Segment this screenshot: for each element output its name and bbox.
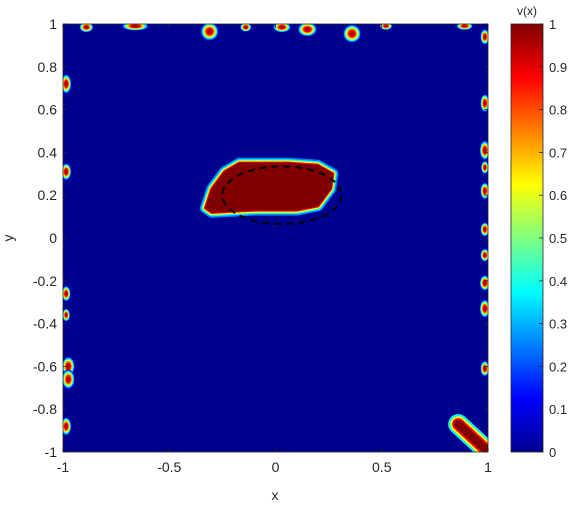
y-tick-label: -0.4 [33,316,57,332]
y-tick-label: -0.6 [33,358,57,374]
colorbar-tick-label: 0.1 [549,402,567,417]
y-tick-label: 0.6 [38,102,58,118]
edge-blob [297,24,318,37]
edge-blob [480,248,488,262]
edge-blob [272,24,292,33]
colorbar-tick-label: 0.5 [549,231,567,246]
y-tick-label: 1 [49,16,57,32]
colorbar [510,23,544,453]
edge-blob [63,285,71,302]
edge-blob [63,368,76,390]
x-axis-label: x [272,487,279,503]
colorbar-tick-label: 0.9 [549,60,567,75]
y-tick-label: 0 [49,230,57,246]
edge-blob [63,73,72,95]
edge-blob [479,274,488,292]
colorbar-tick-label: 0.4 [549,274,567,289]
y-tick-label: -0.8 [33,401,57,417]
colorbar-tick-label: 0.7 [549,145,567,160]
edge-blob [63,162,72,181]
edge-blob [63,416,72,436]
edge-blob [479,139,488,161]
x-tick-label: -1 [57,459,70,475]
colorbar-tick-label: 0 [549,445,556,460]
plot-background [63,24,488,452]
edge-blob [480,93,488,113]
reference-ellipse [221,165,343,226]
edge-blob [120,24,150,31]
edge-blob [342,24,362,44]
colorbar-title: v(x) [517,4,537,18]
x-tick-label: 1 [484,459,492,475]
y-tick-label: -0.2 [33,273,57,289]
edge-blob [78,24,94,33]
edge-blob [379,24,393,31]
colorbar-tick-label: 1 [549,17,556,32]
corner-streak [454,419,488,452]
edge-blob [455,24,474,31]
x-tick-label: 0.5 [372,459,392,475]
colorbar-tick-label: 0.2 [549,359,567,374]
edge-blob [480,160,488,175]
edge-blob [479,299,488,319]
y-tick-label: 0.2 [38,187,58,203]
edge-blob [480,360,488,377]
edge-blob [200,24,220,42]
edge-blob [239,24,252,33]
x-tick-label: 0 [272,459,280,475]
x-tick-label: -0.5 [157,459,181,475]
y-axis-label: y [0,235,16,242]
y-tick-label: -1 [45,444,58,460]
y-tick-label: 0.8 [38,59,58,75]
edge-blob [63,308,71,322]
colorbar-tick-label: 0.6 [549,188,567,203]
y-tick-label: 0.4 [38,144,58,160]
colorbar-tick-label: 0.8 [549,103,567,118]
colorbar-tick-label: 0.3 [549,317,567,332]
edge-blob [480,221,488,237]
edge-blob [480,28,488,46]
